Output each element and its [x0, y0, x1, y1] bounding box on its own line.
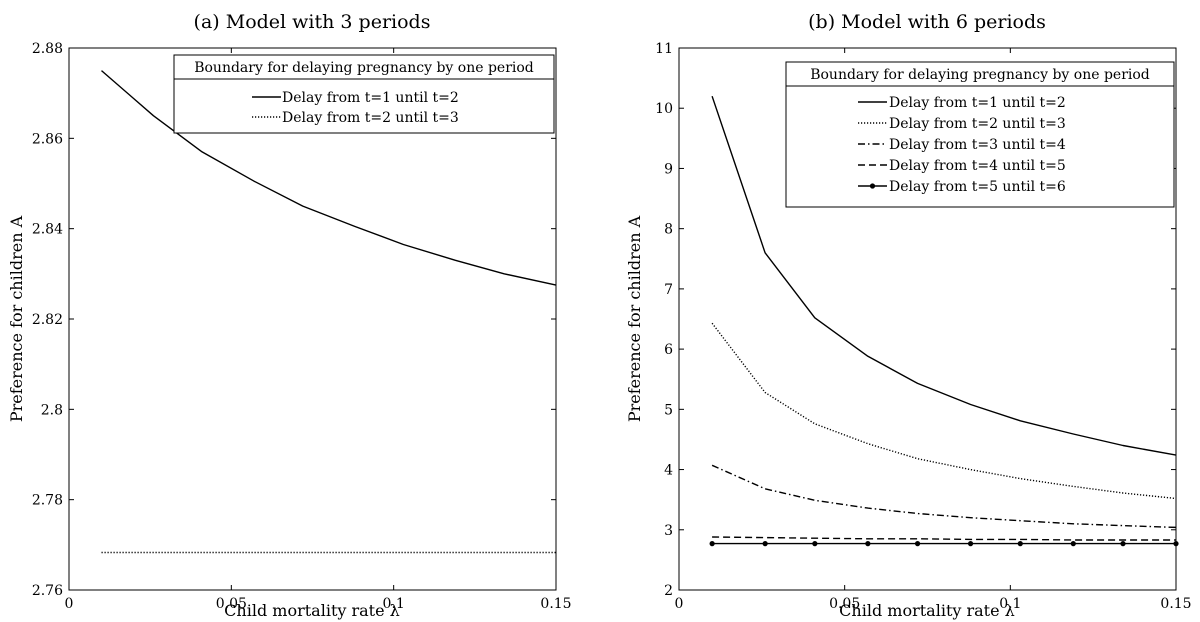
y-tick-label: 8 [664, 222, 673, 238]
legend-label-3: Delay from t=3 until t=4 [889, 137, 1066, 153]
y-tick-label: 9 [664, 161, 673, 177]
x-tick-label: 0.05 [216, 596, 247, 612]
series-point-5 [1120, 541, 1126, 547]
y-tick-label: 2.82 [32, 312, 63, 328]
legend-swatch-marker [869, 183, 876, 189]
x-axis-label: Child mortality rate λ [224, 601, 400, 620]
panel-b: (b) Model with 6 periods Child mortality… [625, 11, 1192, 620]
x-ticks: 0 0.05 0.1 0.15 [65, 48, 572, 612]
series-point-5 [709, 541, 715, 547]
y-ticks: 2 3 4 5 6 7 8 9 10 11 [655, 41, 1176, 599]
series-line-1 [101, 70, 557, 286]
y-tick-label: 7 [664, 282, 673, 298]
legend-title: Boundary for delaying pregnancy by one p… [194, 60, 534, 76]
series-point-5 [914, 541, 921, 547]
legend-label-1: Delay from t=1 until t=2 [282, 90, 459, 106]
series-line-2 [711, 322, 1177, 500]
series-point-5 [1173, 541, 1179, 547]
y-tick-label: 3 [664, 523, 673, 539]
y-tick-label: 2.84 [32, 222, 63, 238]
series-line-4 [712, 536, 1176, 541]
y-axis-label: Preference for children A [7, 215, 26, 422]
y-tick-label: 2.86 [32, 131, 63, 147]
chart-title: (a) Model with 3 periods [194, 11, 431, 33]
legend-label-2: Delay from t=2 until t=3 [889, 116, 1066, 132]
series-point-5 [1070, 541, 1076, 547]
panel-a: (a) Model with 3 periods Child mortality… [7, 11, 572, 620]
x-tick-label: 0.15 [1160, 596, 1191, 612]
y-tick-label: 2.78 [32, 493, 63, 509]
y-axis-label: Preference for children A [625, 215, 644, 422]
series-line-3 [711, 464, 1177, 529]
series-lines [709, 95, 1179, 547]
x-tick-label: 0 [675, 596, 684, 612]
x-axis-label: Child mortality rate λ [839, 601, 1015, 620]
legend-title: Boundary for delaying pregnancy by one p… [810, 67, 1150, 83]
series-point-5 [967, 541, 974, 547]
x-tick-label: 0.15 [540, 596, 571, 612]
plot-frame [678, 47, 1177, 591]
y-ticks: 2.76 2.78 2.8 2.82 2.84 2.86 2.88 [32, 41, 556, 599]
x-tick-label: 0.1 [383, 596, 405, 612]
series-line-1 [711, 95, 1177, 456]
y-tick-label: 2 [664, 583, 673, 599]
x-tick-label: 0.1 [999, 596, 1021, 612]
legend-label-2: Delay from t=2 until t=3 [282, 110, 459, 126]
y-tick-label: 10 [655, 101, 673, 117]
series-point-5 [762, 541, 768, 547]
series-point-5 [865, 541, 871, 547]
chart-title: (b) Model with 6 periods [808, 11, 1046, 33]
x-tick-label: 0.05 [829, 596, 860, 612]
x-tick-label: 0 [65, 596, 74, 612]
legend: Boundary for delaying pregnancy by one p… [173, 54, 555, 134]
y-tick-label: 2.8 [41, 402, 63, 418]
legend-label-1: Delay from t=1 until t=2 [889, 95, 1066, 111]
y-tick-label: 2.88 [32, 41, 63, 57]
legend: Boundary for delaying pregnancy by one p… [785, 61, 1175, 208]
series-point-5 [812, 541, 818, 547]
legend-box [173, 54, 555, 134]
series-lines [101, 70, 557, 554]
legend-label-5: Delay from t=5 until t=6 [889, 179, 1066, 195]
y-tick-label: 4 [664, 463, 673, 479]
y-tick-label: 5 [664, 402, 673, 418]
series-point-5 [1017, 541, 1023, 547]
y-tick-label: 11 [655, 41, 673, 57]
legend-label-4: Delay from t=4 until t=5 [889, 158, 1066, 174]
x-ticks: 0 0.05 0.1 0.15 [675, 48, 1192, 612]
y-tick-label: 6 [664, 342, 673, 358]
y-tick-label: 2.76 [32, 583, 63, 599]
